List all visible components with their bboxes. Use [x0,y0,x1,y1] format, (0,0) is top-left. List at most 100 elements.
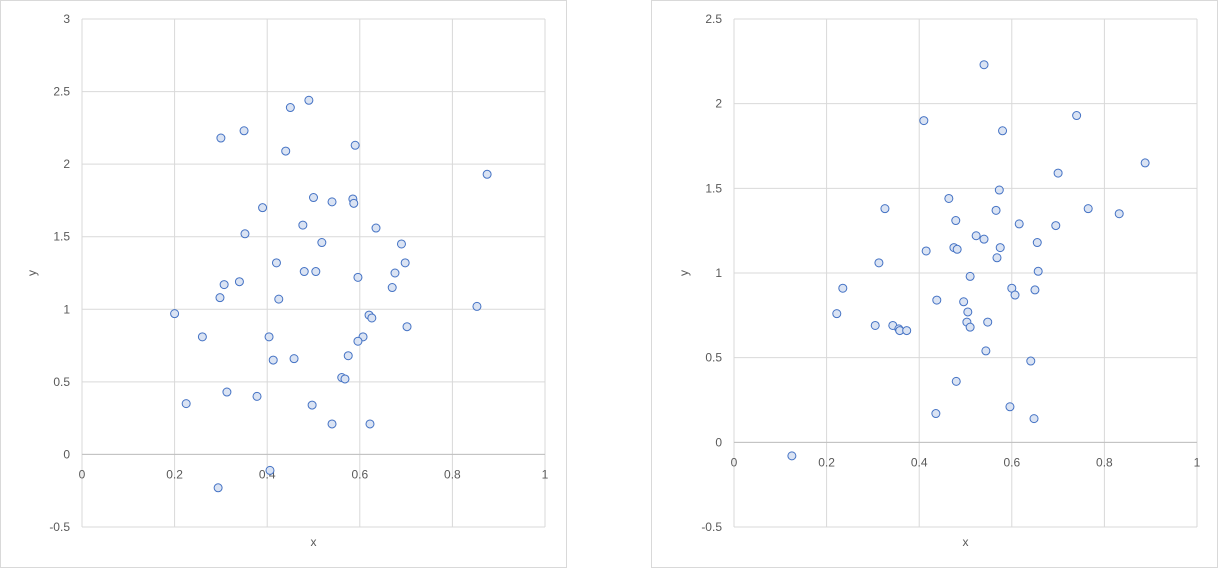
y-tick-label: 0 [715,435,722,449]
data-point [951,216,961,226]
y-tick-label: 2.5 [53,85,70,99]
data-point [285,103,295,113]
data-point [981,346,991,356]
scatter-chart-right: x y -0.5 0 0.5 1 1.5 2 2.5 0 0.2 0.4 0.6 0.8 1 [651,0,1218,568]
data-point [1032,238,1042,248]
data-point [213,483,223,493]
data-point [197,332,207,342]
data-point [311,267,321,277]
data-point [1033,266,1043,276]
data-point [239,126,249,136]
data-point [367,313,377,323]
data-point [216,133,226,143]
data-point [307,400,317,410]
data-point [870,320,880,330]
data-point [994,185,1004,195]
data-point [387,283,397,293]
data-point [963,307,973,317]
data-point [400,258,410,268]
data-point [952,244,962,254]
data-point [1014,219,1024,229]
data-point [181,399,191,409]
data-point [258,203,268,213]
data-point [289,354,299,364]
data-point [268,355,278,365]
x-tick-label: 0.2 [166,467,183,481]
scatter-chart-left: x y -0.5 0 0.5 1 1.5 2 2.5 3 0 0.2 0.4 0.6 0.8 1 [0,0,567,568]
data-point [299,267,309,277]
y-tick-label: 2 [715,97,722,111]
data-point [298,220,308,230]
y-tick-label: 0.5 [705,351,722,365]
data-point [979,60,989,70]
y-tick-label: 1 [715,266,722,280]
data-point [265,465,275,475]
data-point [1051,221,1061,231]
data-point [1030,285,1040,295]
data-point [1140,158,1150,168]
data-point [271,258,281,268]
data-point [402,322,412,332]
data-point [396,239,406,249]
y-tick-label: 3 [63,12,70,26]
data-point [965,322,975,332]
data-point [340,374,350,384]
data-point [482,169,492,179]
data-point [787,451,797,461]
x-tick-label: 0.6 [351,467,368,481]
data-point [1114,209,1124,219]
x-tick-label: 0.4 [911,455,928,469]
data-point [371,223,381,233]
data-point [365,419,375,429]
data-point [959,297,969,307]
data-point [919,116,929,126]
y-tick-label: 0.5 [53,375,70,389]
y-tick-label: -0.5 [701,520,722,534]
data-point [838,283,848,293]
data-point [281,146,291,156]
data-point [921,246,931,256]
y-tick-label: 1.5 [53,230,70,244]
x-tick-label: 1 [1194,455,1201,469]
data-point [965,271,975,281]
x-axis-label: x [311,535,317,549]
x-tick-label: 0.6 [1003,455,1020,469]
y-tick-label: 0 [63,447,70,461]
data-point [353,272,363,282]
data-point [349,198,359,208]
data-point [880,204,890,214]
x-axis-label: x [963,535,969,549]
chart-svg-left: x y -0.500.511.522.530 0.2 0.4 0.6 0.8 1 [25,12,549,549]
data-point [304,95,314,105]
data-point [219,280,229,290]
x-tick-label: 0 [79,467,86,481]
y-tick-label: 1 [63,302,70,316]
data-point [1005,402,1015,412]
x-tick-label: 0.8 [1096,455,1113,469]
data-point [353,336,363,346]
data-point [1026,356,1036,366]
data-point [932,295,942,305]
data-point [931,409,941,419]
data-point [1053,168,1063,178]
y-axis-label: y [677,270,691,276]
x-tick-label: 1 [542,467,549,481]
data-point [1083,204,1093,214]
data-point [327,197,337,207]
data-point [274,294,284,304]
data-point [343,351,353,361]
data-point [971,231,981,241]
y-tick-label: -0.5 [49,520,70,534]
data-point [390,268,400,278]
data-point [327,419,337,429]
data-point [309,193,318,203]
data-point [1010,290,1020,300]
y-tick-label: 1.5 [705,181,722,195]
data-point [995,243,1005,253]
data-point [234,277,244,287]
x-tick-label: 0 [731,455,738,469]
y-tick-label: 2 [63,157,70,171]
data-point [874,258,884,268]
data-point [170,309,180,319]
data-point [1072,111,1082,121]
